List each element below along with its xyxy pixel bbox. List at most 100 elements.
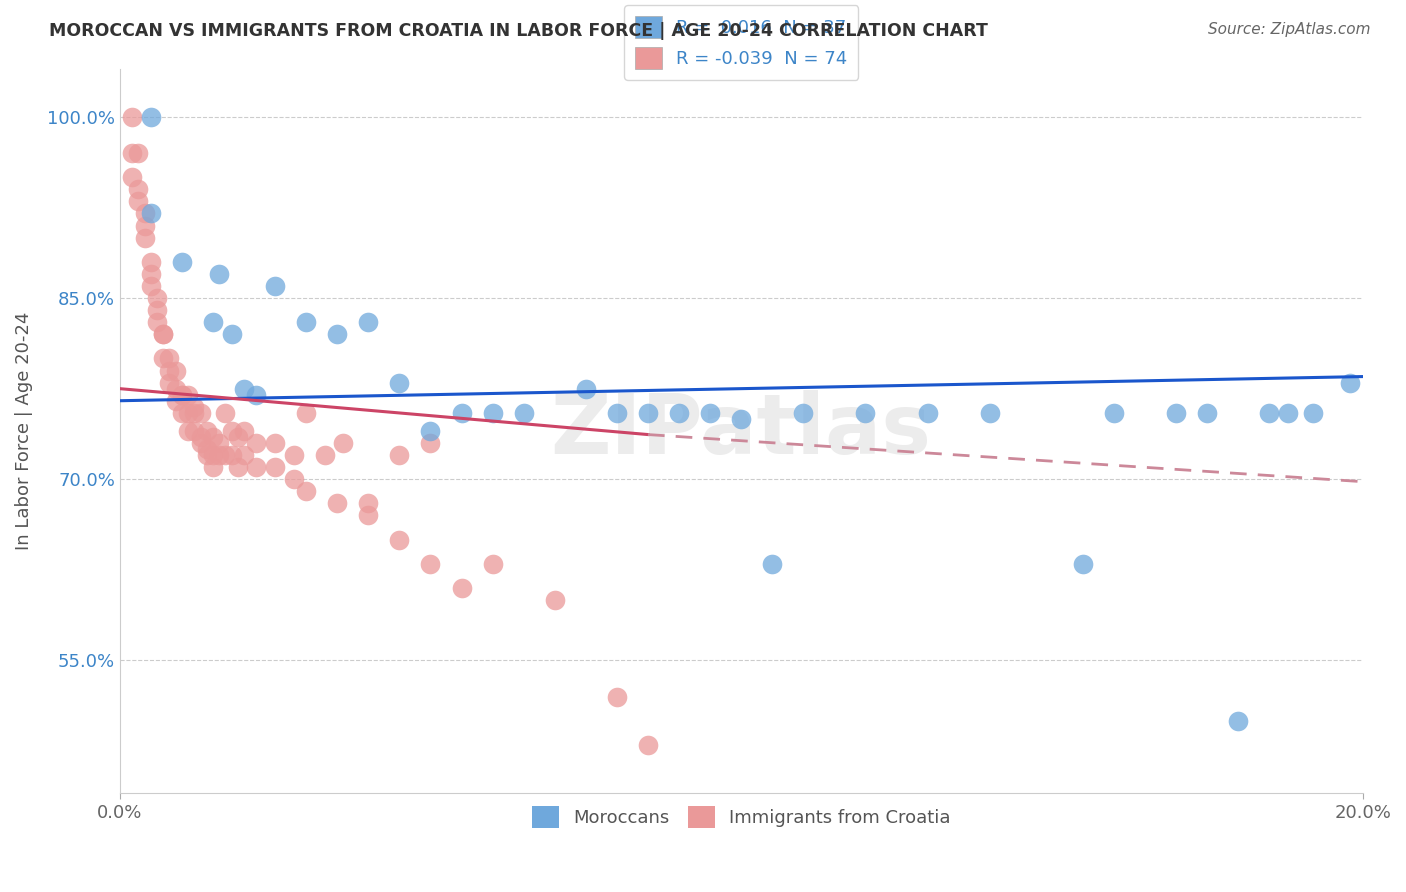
- Point: [357, 508, 380, 523]
- Point: [165, 363, 187, 377]
- Point: [195, 448, 218, 462]
- Point: [201, 448, 224, 462]
- Point: [332, 436, 354, 450]
- Point: [134, 206, 156, 220]
- Point: [264, 436, 287, 450]
- Point: [233, 448, 256, 462]
- Point: [326, 327, 349, 342]
- Point: [190, 430, 212, 444]
- Point: [233, 382, 256, 396]
- Point: [1071, 557, 1094, 571]
- Point: [127, 182, 149, 196]
- Point: [226, 430, 249, 444]
- Point: [326, 496, 349, 510]
- Point: [295, 484, 318, 499]
- Point: [1102, 406, 1125, 420]
- Point: [481, 557, 503, 571]
- Point: [295, 406, 318, 420]
- Point: [221, 448, 243, 462]
- Point: [201, 430, 224, 444]
- Point: [450, 581, 472, 595]
- Point: [152, 327, 174, 342]
- Point: [165, 382, 187, 396]
- Text: ZIPatlas: ZIPatlas: [551, 391, 932, 472]
- Point: [221, 327, 243, 342]
- Point: [637, 406, 659, 420]
- Point: [201, 460, 224, 475]
- Point: [134, 219, 156, 233]
- Point: [388, 376, 411, 390]
- Point: [139, 255, 162, 269]
- Point: [357, 496, 380, 510]
- Point: [226, 460, 249, 475]
- Point: [450, 406, 472, 420]
- Point: [170, 387, 193, 401]
- Y-axis label: In Labor Force | Age 20-24: In Labor Force | Age 20-24: [15, 311, 32, 550]
- Point: [245, 460, 267, 475]
- Point: [481, 406, 503, 420]
- Point: [190, 436, 212, 450]
- Point: [419, 424, 441, 438]
- Point: [1339, 376, 1361, 390]
- Point: [139, 279, 162, 293]
- Point: [388, 533, 411, 547]
- Point: [159, 376, 181, 390]
- Point: [127, 146, 149, 161]
- Text: MOROCCAN VS IMMIGRANTS FROM CROATIA IN LABOR FORCE | AGE 20-24 CORRELATION CHART: MOROCCAN VS IMMIGRANTS FROM CROATIA IN L…: [49, 22, 988, 40]
- Point: [201, 315, 224, 329]
- Point: [208, 448, 231, 462]
- Point: [165, 393, 187, 408]
- Point: [264, 279, 287, 293]
- Point: [190, 406, 212, 420]
- Point: [606, 406, 628, 420]
- Point: [121, 170, 143, 185]
- Point: [1258, 406, 1281, 420]
- Point: [195, 442, 218, 456]
- Point: [637, 738, 659, 752]
- Point: [152, 351, 174, 366]
- Point: [917, 406, 939, 420]
- Point: [170, 406, 193, 420]
- Point: [357, 315, 380, 329]
- Point: [183, 400, 205, 414]
- Point: [761, 557, 783, 571]
- Point: [1197, 406, 1219, 420]
- Point: [1277, 406, 1299, 420]
- Point: [195, 424, 218, 438]
- Point: [146, 291, 169, 305]
- Point: [295, 315, 318, 329]
- Point: [668, 406, 690, 420]
- Point: [121, 110, 143, 124]
- Point: [730, 412, 752, 426]
- Point: [177, 406, 200, 420]
- Point: [264, 460, 287, 475]
- Point: [170, 387, 193, 401]
- Point: [183, 406, 205, 420]
- Point: [214, 406, 236, 420]
- Point: [146, 303, 169, 318]
- Point: [152, 327, 174, 342]
- Point: [314, 448, 336, 462]
- Point: [979, 406, 1001, 420]
- Point: [512, 406, 534, 420]
- Point: [1227, 714, 1250, 728]
- Point: [139, 267, 162, 281]
- Point: [792, 406, 814, 420]
- Text: Source: ZipAtlas.com: Source: ZipAtlas.com: [1208, 22, 1371, 37]
- Point: [159, 351, 181, 366]
- Point: [283, 448, 305, 462]
- Point: [134, 230, 156, 244]
- Point: [127, 194, 149, 209]
- Point: [170, 255, 193, 269]
- Point: [177, 424, 200, 438]
- Point: [575, 382, 598, 396]
- Point: [606, 690, 628, 704]
- Point: [139, 206, 162, 220]
- Point: [183, 424, 205, 438]
- Point: [177, 387, 200, 401]
- Point: [208, 436, 231, 450]
- Point: [146, 315, 169, 329]
- Point: [1166, 406, 1188, 420]
- Point: [214, 448, 236, 462]
- Legend: Moroccans, Immigrants from Croatia: Moroccans, Immigrants from Croatia: [524, 798, 957, 835]
